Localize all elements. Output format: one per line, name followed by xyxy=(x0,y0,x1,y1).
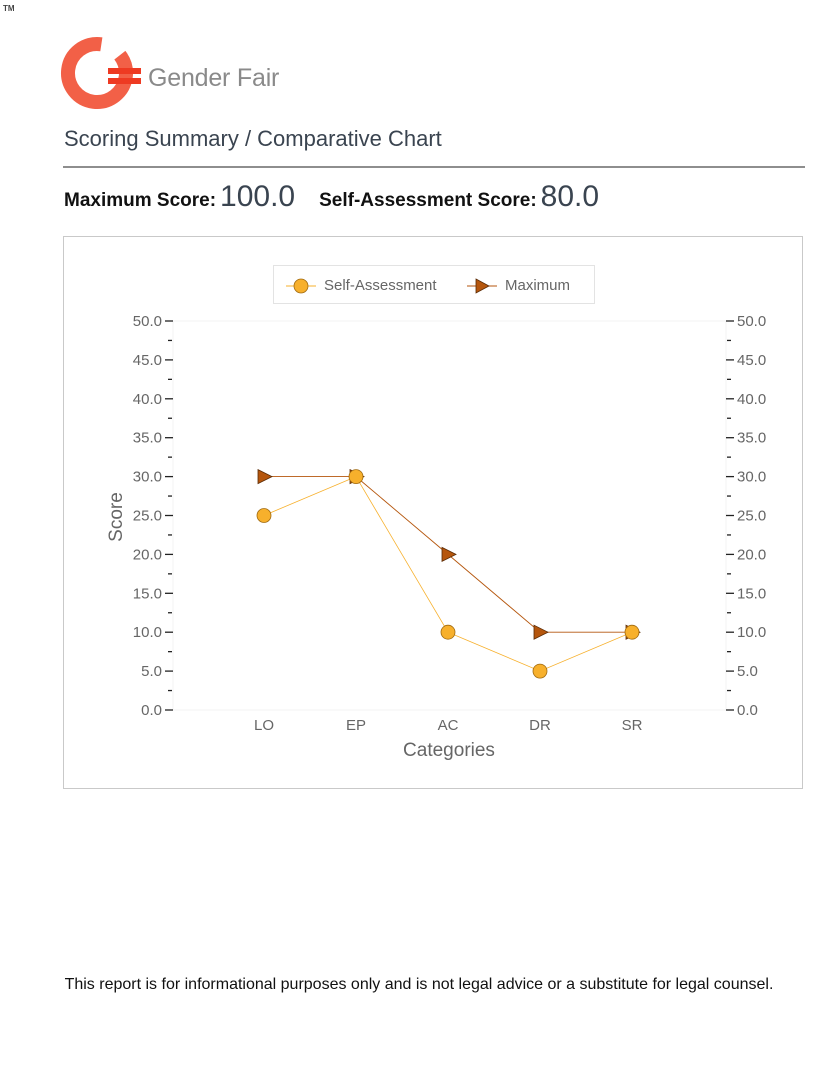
self-assessment-series-line xyxy=(263,476,633,672)
y-tick-label-left: 45.0 xyxy=(133,352,162,369)
maximum-point-marker xyxy=(533,624,549,640)
x-tick-label: SR xyxy=(622,717,643,734)
y-tick-label-left: 35.0 xyxy=(133,430,162,447)
y-tick-label-left: 5.0 xyxy=(141,663,162,680)
y-tick-label-right: 45.0 xyxy=(737,352,766,369)
maximum-legend-icon xyxy=(467,277,497,294)
y-tick-label-right: 5.0 xyxy=(737,663,758,680)
plot-frame xyxy=(172,320,727,711)
x-tick-label: DR xyxy=(529,717,551,734)
y-tick-label-right: 30.0 xyxy=(737,469,766,486)
chart-plot-area: 0.0 0.0 5.0 5.0 10.0 10.0 15.0 15.0 20.0 20.0 25.0… xyxy=(106,313,766,761)
maximum-point-marker xyxy=(257,468,273,485)
y-tick-label-left: 20.0 xyxy=(133,546,162,563)
self-assessment-score-label: Self-Assessment Score: xyxy=(319,190,537,211)
y-tick-label-right: 0.0 xyxy=(737,702,758,719)
maximum-score-value: 100.0 xyxy=(220,180,296,213)
self-assessment-point-marker xyxy=(256,508,272,523)
y-tick-label-left: 50.0 xyxy=(133,313,162,330)
self-assessment-point-marker xyxy=(348,469,364,485)
maximum-score-label: Maximum Score: xyxy=(64,190,217,211)
self-assessment-point-marker xyxy=(440,624,456,640)
chart-legend: Self-Assessment Maximum xyxy=(273,265,595,304)
y-tick-label-left: 10.0 xyxy=(133,624,162,641)
y-tick-label-right: 15.0 xyxy=(737,585,766,602)
y-tick-label-left: 30.0 xyxy=(133,469,162,486)
gender-fair-logo-icon xyxy=(61,37,141,109)
y-tick-label-right: 20.0 xyxy=(737,546,766,563)
comparative-chart: Self-Assessment Maximum 0.0 0.0 5.0 5.0 10.0… xyxy=(63,236,803,789)
self-assessment-point-marker xyxy=(624,624,640,640)
y-tick-label-right: 50.0 xyxy=(737,313,766,330)
x-tick-label: AC xyxy=(438,717,459,734)
maximum-point-marker xyxy=(441,546,457,563)
trademark-mark: TM xyxy=(3,4,15,13)
legend-label-self-assessment: Self-Assessment xyxy=(324,277,437,294)
legend-label-maximum: Maximum xyxy=(505,277,571,294)
score-summary: Maximum Score: 100.0 Self-Assessment Sco… xyxy=(64,180,623,214)
self-assessment-legend-icon xyxy=(286,278,316,293)
y-axis-title: Score xyxy=(106,492,127,542)
y-tick-label-right: 35.0 xyxy=(737,430,766,447)
y-tick-label-right: 25.0 xyxy=(737,508,766,525)
legend-item-self-assessment[interactable]: Self-Assessment xyxy=(286,266,437,305)
title-divider xyxy=(63,166,805,168)
footer-disclaimer: This report is for informational purpose… xyxy=(64,976,774,993)
y-tick-label-left: 25.0 xyxy=(133,508,162,525)
y-tick-label-left: 15.0 xyxy=(133,585,162,602)
x-tick-label: LO xyxy=(254,717,274,734)
page-title: Scoring Summary / Comparative Chart xyxy=(64,126,442,151)
self-assessment-score-value: 80.0 xyxy=(540,180,600,213)
y-tick-label-right: 10.0 xyxy=(737,624,766,641)
x-axis-title: Categories xyxy=(403,740,495,761)
legend-item-maximum[interactable]: Maximum xyxy=(467,266,570,305)
y-tick-label-left: 0.0 xyxy=(141,702,162,719)
y-tick-label-left: 40.0 xyxy=(133,391,162,408)
self-assessment-point-marker xyxy=(532,663,548,679)
x-tick-label: EP xyxy=(346,717,366,734)
y-tick-label-right: 40.0 xyxy=(737,391,766,408)
brand-name: Gender Fair xyxy=(148,64,280,92)
